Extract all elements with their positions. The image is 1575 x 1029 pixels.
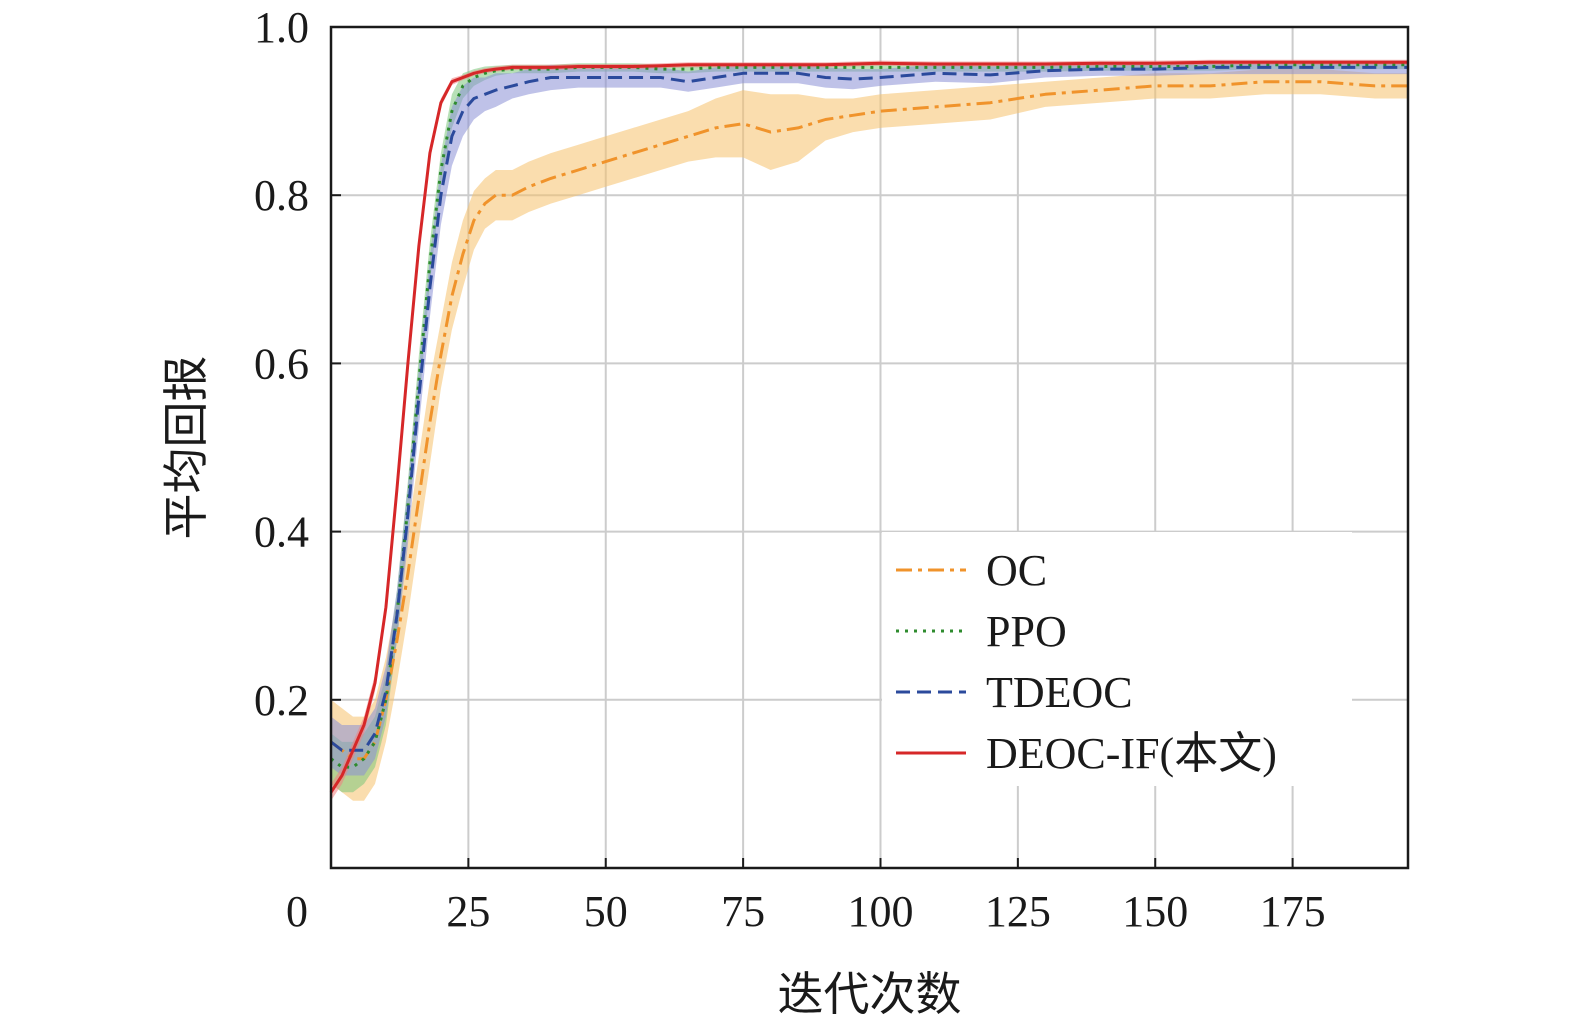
series-line-oc (330, 80, 1408, 761)
series-line-tdeoc (330, 65, 1408, 752)
x-tick-label: 25 (446, 887, 490, 936)
y-tick-label: 0.8 (254, 171, 309, 220)
legend-label-deoc-if: DEOC-IF(本文) (986, 729, 1277, 778)
legend-label-ppo: PPO (986, 607, 1067, 656)
y-tick-label: 0.2 (254, 676, 309, 725)
x-tick-label: 0 (286, 887, 308, 936)
y-tick-label: 1.0 (254, 3, 309, 52)
y-axis-title: 平均回报 (161, 356, 212, 540)
x-tick-label: 50 (584, 887, 628, 936)
y-tick-label: 0.6 (254, 339, 309, 388)
axis-ticks: 0 25 50 75 100 125 150 175 0.2 0.4 0.6 0.8 1.0 (254, 3, 1326, 936)
legend: OC PPO TDEOC DEOC-IF(本文) (882, 532, 1352, 786)
legend-label-tdeoc: TDEOC (986, 668, 1133, 717)
x-axis-title: 迭代次数 (778, 969, 962, 1020)
x-tick-label: 125 (985, 887, 1051, 936)
plot-frame (329, 25, 1410, 870)
series-lines (329, 60, 1408, 794)
x-tick-label: 75 (721, 887, 765, 936)
series-line-deoc-if (329, 60, 1408, 794)
x-tick-label: 100 (847, 887, 913, 936)
legend-label-oc: OC (986, 546, 1047, 595)
legend-background (882, 532, 1352, 786)
x-tick-label: 150 (1122, 887, 1188, 936)
x-tick-label: 175 (1260, 887, 1326, 936)
y-tick-label: 0.4 (254, 508, 309, 557)
